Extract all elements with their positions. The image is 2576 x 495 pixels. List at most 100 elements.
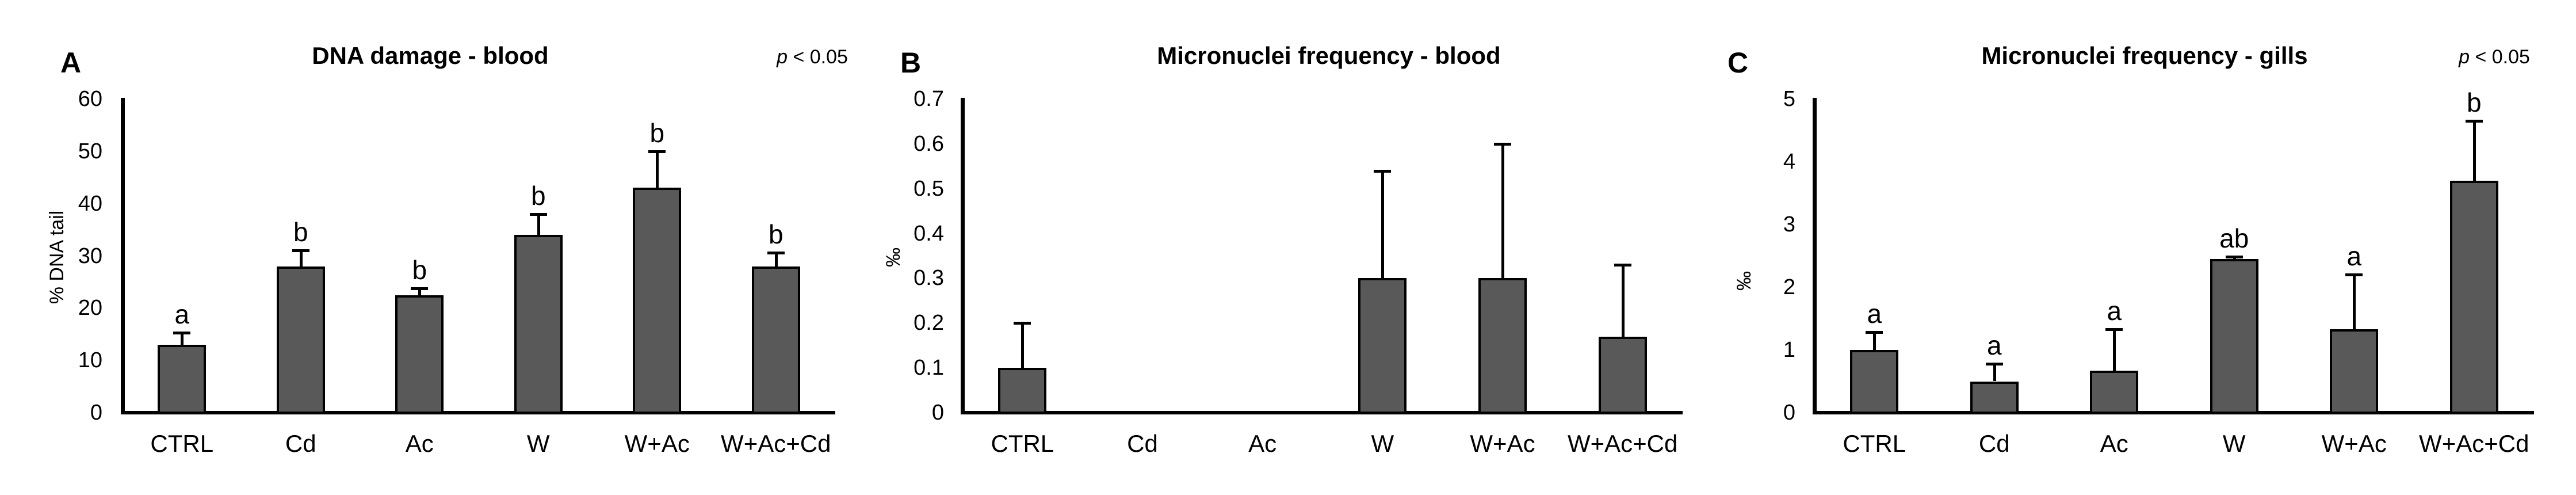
p-threshold: < 0.05 (788, 46, 848, 68)
y-axis-line (961, 98, 965, 414)
error-bar-cap (1014, 322, 1031, 325)
category-label: Cd (1127, 430, 1158, 457)
bar (276, 266, 325, 414)
error-bar-cap (529, 212, 547, 216)
y-axis-label-b: ‰ (882, 248, 904, 267)
panel-letter-b: B (900, 47, 922, 79)
category-label: W+Ac+Cd (1567, 430, 1678, 457)
y-tick-label: 0.1 (914, 356, 944, 380)
y-tick-label: 50 (78, 139, 102, 163)
error-bar-cap (1866, 331, 1883, 334)
sig-letter: b (2466, 87, 2482, 118)
error-bar-cap (2105, 328, 2123, 332)
error-bar-line (537, 214, 540, 235)
category-label: Ac (2100, 430, 2128, 457)
error-bar-line (2113, 329, 2116, 371)
sig-letter: b (649, 117, 665, 148)
error-bar-cap (1985, 362, 2003, 365)
y-tick-label: 20 (78, 296, 102, 321)
y-tick-label: 0.3 (914, 266, 944, 291)
category-label: Cd (285, 430, 316, 457)
sig-letter: a (2107, 296, 2122, 326)
bar (2090, 370, 2139, 414)
error-bar-cap (411, 287, 429, 290)
error-bar-cap (1374, 169, 1392, 173)
bar (751, 266, 800, 414)
category-label: W (2222, 430, 2246, 457)
y-tick-label: 0 (1783, 401, 1795, 425)
category-label: W (526, 430, 550, 457)
bar (1598, 336, 1647, 414)
bar (1850, 350, 1899, 414)
y-tick-label: 40 (78, 191, 102, 216)
y-axis-line (121, 98, 125, 414)
panel-letter-c: C (1727, 47, 1749, 79)
error-bar-line (1993, 363, 1996, 382)
y-axis-line (1813, 98, 1817, 414)
category-label: CTRL (150, 430, 214, 457)
x-axis-line (1813, 411, 2534, 414)
sig-letter: a (174, 299, 190, 330)
error-bar-cap (173, 332, 191, 335)
error-bar-line (656, 151, 659, 188)
error-bar-cap (648, 150, 666, 153)
bar (2210, 258, 2258, 414)
category-label: W+Ac (2321, 430, 2387, 457)
error-bar-line (1501, 143, 1504, 279)
p-threshold: < 0.05 (2470, 46, 2530, 68)
error-bar-cap (2465, 120, 2483, 123)
error-bar-line (181, 333, 184, 345)
error-bar-cap (2225, 255, 2243, 258)
sig-letter: b (293, 217, 308, 248)
chart-title-c: Micronuclei frequency - gills (1981, 42, 2308, 69)
sig-letter: b (412, 254, 427, 285)
error-bar-cap (2345, 273, 2363, 277)
error-bar-cap (292, 249, 309, 253)
y-tick-label: 1 (1783, 338, 1795, 362)
panel-letter-a: A (60, 47, 82, 79)
sig-letter: a (1867, 299, 1882, 329)
y-tick-label: 4 (1783, 150, 1795, 174)
y-tick-label: 3 (1783, 212, 1795, 237)
p-value-note-c: p < 0.05 (2379, 47, 2576, 67)
category-label: CTRL (1843, 430, 1906, 457)
category-label: W+Ac+Cd (2419, 430, 2529, 457)
category-label: Ac (405, 430, 434, 457)
bar (395, 295, 444, 414)
bar (514, 235, 563, 414)
sig-letter: b (768, 219, 783, 250)
y-tick-label: 0.5 (914, 176, 944, 201)
bar (2449, 180, 2498, 414)
category-label: CTRL (991, 430, 1054, 457)
error-bar-cap (767, 252, 785, 255)
bar (633, 188, 682, 414)
bar (998, 368, 1047, 414)
category-label: Ac (1248, 430, 1277, 457)
error-bar-line (774, 253, 778, 266)
x-axis-line (961, 411, 1683, 414)
category-label: W (1371, 430, 1394, 457)
bar (1478, 278, 1527, 414)
category-label: W+Ac+Cd (721, 430, 831, 457)
y-tick-label: 0.2 (914, 311, 944, 336)
bar (2330, 329, 2379, 414)
y-tick-label: 5 (1783, 87, 1795, 111)
error-bar-line (1873, 332, 1876, 350)
sig-letter: a (1986, 330, 2002, 360)
sig-letter: ab (2219, 223, 2249, 253)
sig-letter: b (530, 180, 546, 211)
y-tick-label: 30 (78, 243, 102, 268)
p-symbol: p (2459, 46, 2470, 68)
y-tick-label: 60 (78, 87, 102, 111)
category-label: W+Ac (624, 430, 690, 457)
bar (158, 344, 207, 414)
error-bar-line (2353, 275, 2356, 330)
chart-title-b: Micronuclei frequency - blood (1157, 42, 1501, 69)
error-bar-cap (1614, 264, 1631, 267)
bar (1358, 278, 1407, 414)
sig-letter: a (2346, 241, 2362, 272)
bar (1970, 381, 2019, 414)
y-tick-label: 0.7 (914, 87, 944, 111)
y-tick-label: 2 (1783, 275, 1795, 299)
